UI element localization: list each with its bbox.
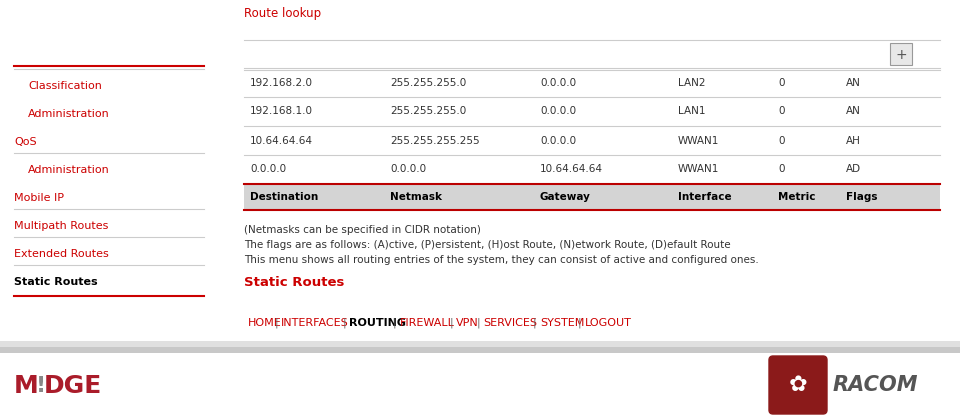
Text: 0.0.0.0: 0.0.0.0 (540, 135, 576, 145)
Text: 0.0.0.0: 0.0.0.0 (540, 77, 576, 87)
Text: |: | (533, 318, 537, 328)
Text: This menu shows all routing entries of the system, they can consist of active an: This menu shows all routing entries of t… (244, 255, 758, 265)
Text: Multipath Routes: Multipath Routes (14, 221, 108, 231)
Text: 255.255.255.0: 255.255.255.0 (390, 77, 467, 87)
Text: FIREWALL: FIREWALL (399, 318, 455, 328)
Text: HOME: HOME (248, 318, 281, 328)
Text: Interface: Interface (678, 192, 732, 202)
Text: Classification: Classification (28, 81, 102, 91)
Text: LAN1: LAN1 (678, 107, 706, 117)
Text: INTERFACES: INTERFACES (281, 318, 348, 328)
Bar (0, 347, 960, 353)
Text: DGE: DGE (44, 374, 103, 398)
Text: 192.168.2.0: 192.168.2.0 (250, 77, 313, 87)
Text: 0: 0 (778, 135, 784, 145)
Text: WWAN1: WWAN1 (678, 135, 719, 145)
Text: 10.64.64.64: 10.64.64.64 (540, 165, 603, 174)
Text: Administration: Administration (28, 165, 109, 175)
Text: |: | (476, 318, 480, 328)
Text: 0: 0 (778, 107, 784, 117)
Bar (244, 184, 940, 210)
Text: ROUTING: ROUTING (349, 318, 406, 328)
Text: |: | (578, 318, 582, 328)
Text: Extended Routes: Extended Routes (14, 249, 108, 259)
Text: RACOM: RACOM (833, 375, 919, 395)
Text: Gateway: Gateway (540, 192, 590, 202)
Text: 255.255.255.0: 255.255.255.0 (390, 107, 467, 117)
Text: Static Routes: Static Routes (14, 277, 98, 287)
Text: 0: 0 (778, 165, 784, 174)
Text: 0.0.0.0: 0.0.0.0 (390, 165, 426, 174)
Text: SYSTEM: SYSTEM (540, 318, 585, 328)
Text: M: M (14, 374, 38, 398)
Text: !: ! (36, 376, 46, 396)
Text: 0.0.0.0: 0.0.0.0 (250, 165, 286, 174)
Text: Administration: Administration (28, 109, 109, 119)
Text: WWAN1: WWAN1 (678, 165, 719, 174)
Text: SERVICES: SERVICES (484, 318, 538, 328)
Text: Route lookup: Route lookup (244, 7, 322, 20)
Text: 0: 0 (778, 77, 784, 87)
Text: AH: AH (846, 135, 861, 145)
Text: 255.255.255.255: 255.255.255.255 (390, 135, 480, 145)
Text: Flags: Flags (846, 192, 877, 202)
Text: LOGOUT: LOGOUT (585, 318, 632, 328)
Text: Destination: Destination (250, 192, 319, 202)
Text: Netmask: Netmask (390, 192, 442, 202)
Text: AD: AD (846, 165, 861, 174)
Text: VPN: VPN (456, 318, 479, 328)
Text: +: + (895, 48, 907, 62)
Text: AN: AN (846, 77, 861, 87)
Text: AN: AN (846, 107, 861, 117)
Text: The flags are as follows: (A)ctive, (P)ersistent, (H)ost Route, (N)etwork Route,: The flags are as follows: (A)ctive, (P)e… (244, 240, 731, 250)
Text: Mobile IP: Mobile IP (14, 193, 64, 203)
Text: 10.64.64.64: 10.64.64.64 (250, 135, 313, 145)
Text: |: | (275, 318, 277, 328)
Text: QoS: QoS (14, 137, 36, 147)
Text: |: | (393, 318, 396, 328)
Text: |: | (449, 318, 453, 328)
Text: (Netmasks can be specified in CIDR notation): (Netmasks can be specified in CIDR notat… (244, 225, 481, 235)
Text: Metric: Metric (778, 192, 815, 202)
Text: 0.0.0.0: 0.0.0.0 (540, 107, 576, 117)
Text: LAN2: LAN2 (678, 77, 706, 87)
Text: |: | (342, 318, 346, 328)
Text: ✿: ✿ (789, 375, 807, 395)
FancyBboxPatch shape (769, 356, 827, 414)
Text: Static Routes: Static Routes (244, 276, 345, 290)
Bar (0, 341, 960, 347)
Bar (890, 43, 912, 65)
Text: 192.168.1.0: 192.168.1.0 (250, 107, 313, 117)
